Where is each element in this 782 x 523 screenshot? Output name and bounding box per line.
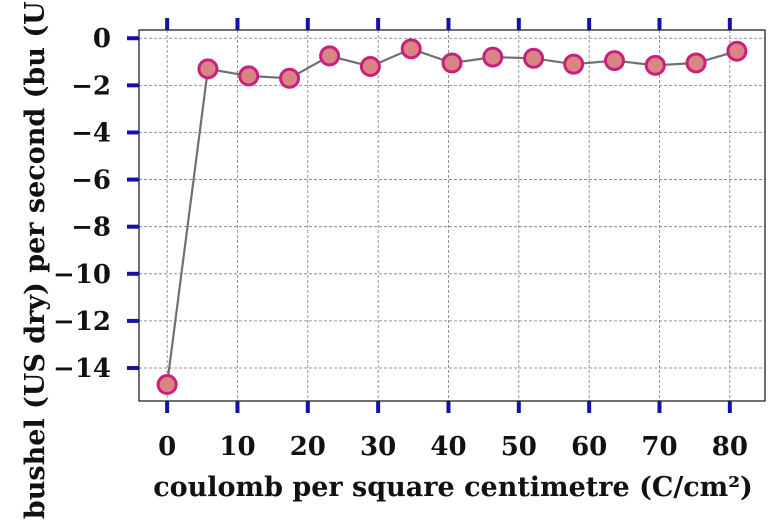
x-tick-label: 40: [430, 432, 466, 462]
x-tick-label: 70: [641, 432, 677, 462]
data-point: [726, 40, 748, 62]
data-point: [197, 58, 219, 80]
data-point: [400, 38, 422, 60]
data-point: [644, 54, 666, 76]
x-axis-title: coulomb per square centimetre (C/cm²): [153, 472, 753, 503]
data-point: [685, 52, 707, 74]
x-tick-label: 30: [360, 432, 396, 462]
y-tick-label: −6: [71, 166, 111, 196]
data-point: [238, 65, 260, 87]
axis-ticks: [127, 18, 732, 413]
y-tick-label: −8: [71, 213, 111, 243]
x-tick-label: 60: [571, 432, 607, 462]
data-point: [319, 45, 341, 67]
data-point: [441, 52, 463, 74]
data-series: [156, 38, 748, 396]
data-point: [603, 50, 625, 72]
series-line: [166, 47, 738, 385]
y-tick-label: −12: [53, 307, 111, 337]
data-point: [563, 53, 585, 75]
x-tick-label: 50: [501, 432, 537, 462]
y-axis-title: bushel (US dry) per second (bu (US: [20, 0, 51, 519]
y-tick-label: −10: [53, 260, 111, 290]
y-tick-label: 0: [93, 24, 111, 54]
grid: [139, 30, 765, 401]
y-tick-label: −2: [71, 71, 111, 101]
y-tick-label: −14: [53, 354, 111, 384]
data-point: [156, 374, 178, 396]
plot-area-frame: [138, 29, 766, 402]
x-tick-label: 80: [712, 432, 748, 462]
data-point: [359, 56, 381, 78]
x-tick-label: 10: [219, 432, 255, 462]
x-tick-label: 20: [290, 432, 326, 462]
y-tick-label: −4: [71, 118, 111, 148]
data-point: [523, 47, 545, 69]
data-point: [279, 67, 301, 89]
data-point: [482, 46, 504, 68]
tick-labels: 0 10 20 30 40 50 60 70 80 0 −2 −4 −6 −8 −10 −12 −14: [53, 24, 748, 462]
x-tick-label: 0: [158, 432, 176, 462]
